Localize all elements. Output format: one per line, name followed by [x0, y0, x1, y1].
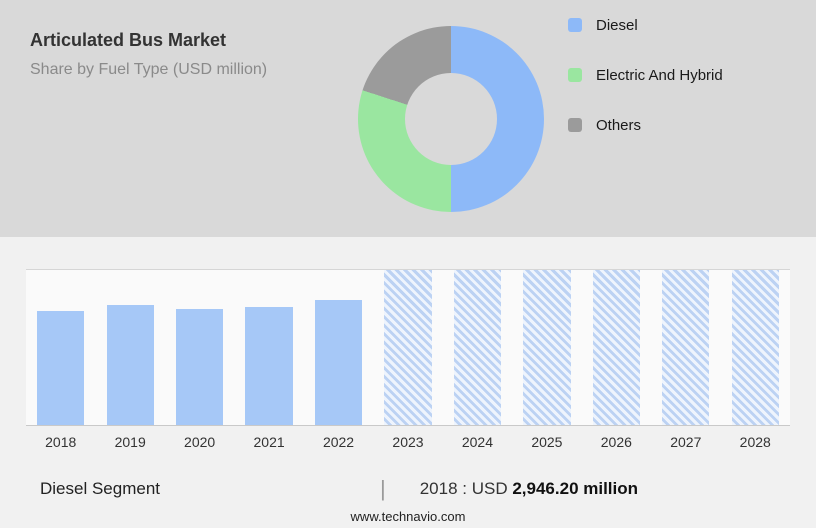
value-prefix: 2018 : USD: [419, 479, 508, 498]
page-title: Articulated Bus Market: [30, 30, 227, 50]
donut-hole: [405, 73, 497, 165]
donut-chart: [358, 26, 544, 212]
bar-slot: [95, 270, 164, 425]
legend-label: Diesel: [596, 16, 638, 34]
bar-slot: [512, 270, 581, 425]
legend-swatch-icon: [568, 18, 582, 32]
x-axis-label: 2020: [184, 434, 216, 450]
legend-item: Others: [568, 116, 723, 134]
x-axis-label: 2019: [114, 434, 146, 450]
bar-slot: [443, 270, 512, 425]
x-axis-label: 2027: [670, 434, 702, 450]
separator: |: [380, 476, 386, 501]
legend-swatch-icon: [568, 68, 582, 82]
page-subtitle: Share by Fuel Type (USD million): [30, 61, 268, 78]
x-axis-label: 2018: [45, 434, 77, 450]
forecast-bar: [731, 270, 779, 425]
bar: [176, 308, 224, 425]
x-axis-label: 2023: [392, 434, 424, 450]
bar: [314, 299, 363, 425]
x-axis: 2018 2019 2020 2021 2022 2023 2024 2025 2026 2027…: [26, 426, 790, 450]
forecast-bar: [453, 270, 502, 425]
x-axis-label: 2021: [253, 434, 285, 450]
bar-slot: [26, 270, 95, 425]
bar-slot: [721, 270, 790, 425]
chart-panel: 2018 2019 2020 2021 2022 2023 2024 2025 2026 2027…: [0, 237, 816, 528]
bar-slot: [651, 270, 720, 425]
legend-label: Others: [596, 116, 642, 134]
x-axis-label: 2028: [739, 434, 771, 450]
x-axis-label: 2022: [322, 434, 355, 450]
title-block: Articulated Bus Market Share by Fuel Typ…: [30, 30, 267, 79]
value-amount: 2,946.20 million: [512, 479, 639, 498]
bar-slot: [373, 270, 442, 425]
x-axis-label: 2025: [531, 434, 563, 450]
bar-slot: [304, 270, 373, 425]
bar: [37, 310, 85, 425]
value-text: 2018 : USD 2,946.20 million: [420, 479, 638, 499]
website-link[interactable]: www.technavio.com: [350, 509, 466, 524]
bar: [106, 305, 154, 425]
bar: [245, 307, 293, 425]
bar-slot: [582, 270, 651, 425]
info-row: Diesel Segment | 2018 : USD 2,946.20 mil…: [40, 476, 776, 502]
x-axis-label: 2024: [461, 434, 494, 450]
forecast-bar: [384, 270, 432, 425]
bar-chart: 2018 2019 2020 2021 2022 2023 2024 2025 2026 2027…: [0, 237, 816, 450]
legend-item: Diesel: [568, 16, 723, 34]
forecast-bar: [592, 270, 640, 425]
bar-slot: [165, 270, 234, 425]
header-panel: Articulated Bus Market Share by Fuel Typ…: [0, 0, 816, 237]
x-axis-label: 2026: [600, 434, 632, 450]
legend-swatch-icon: [568, 118, 582, 132]
bar-slot: [234, 270, 303, 425]
legend-label: Electric And Hybrid: [596, 66, 723, 84]
segment-label: Diesel Segment: [40, 479, 161, 498]
forecast-bar: [523, 270, 571, 425]
legend: Diesel Electric And Hybrid Others: [568, 16, 723, 166]
legend-item: Electric And Hybrid: [568, 66, 723, 84]
plot-area: [26, 269, 790, 426]
forecast-bar: [662, 270, 710, 425]
